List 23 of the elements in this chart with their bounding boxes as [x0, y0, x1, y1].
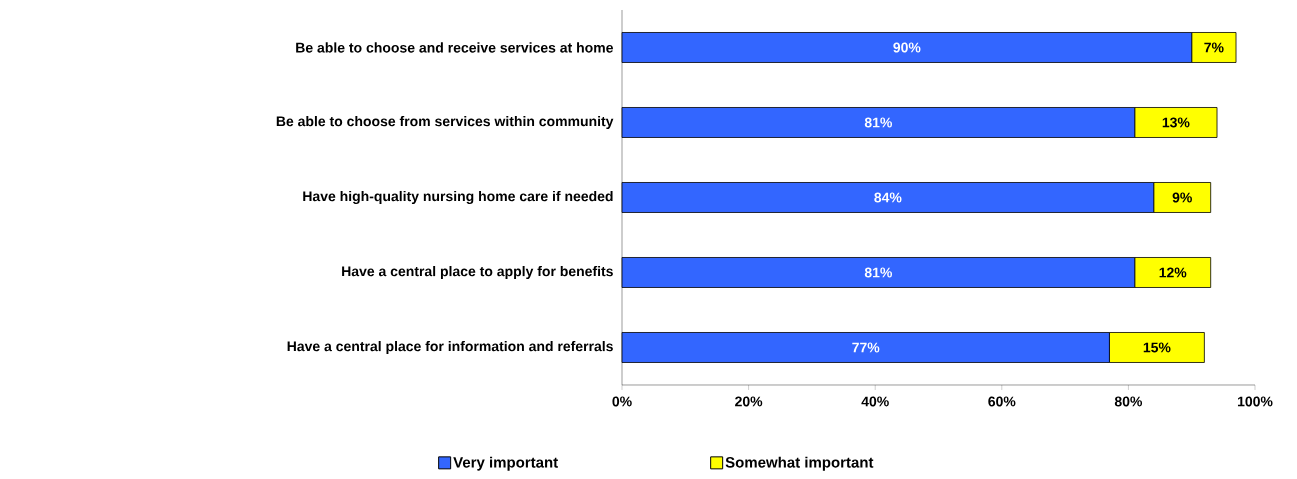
- x-tick-label: 80%: [1114, 396, 1143, 407]
- data-label: 90%: [893, 42, 921, 53]
- y-tick-label: Be able to choose from services within community: [276, 115, 614, 130]
- y-tick-label: Have a central place for information and referrals: [287, 340, 613, 355]
- y-tick-label: Have high-quality nursing home care if needed: [303, 190, 613, 205]
- x-tick-label: 0%: [612, 396, 632, 407]
- data-label: 84%: [874, 192, 902, 203]
- data-label: 15%: [1143, 342, 1171, 353]
- x-tick-label: 40%: [861, 396, 889, 407]
- y-tick-label: Have a central place to apply for benefits: [342, 265, 613, 280]
- legend-label: Very important: [453, 456, 558, 471]
- data-label: 81%: [864, 267, 893, 278]
- data-label: 9%: [1172, 192, 1192, 203]
- y-tick-label: Be able to choose and receive services at home: [296, 42, 613, 53]
- data-label: 77%: [852, 342, 880, 353]
- x-tick-label: 20%: [735, 396, 763, 407]
- x-tick-label: 100%: [1237, 396, 1273, 407]
- legend-label: Somewhat important: [725, 456, 874, 471]
- x-tick-label: 60%: [988, 396, 1016, 407]
- data-label: 7%: [1204, 42, 1224, 53]
- data-label: 81%: [864, 117, 893, 128]
- data-label: 13%: [1162, 117, 1190, 128]
- data-label: 12%: [1159, 267, 1187, 278]
